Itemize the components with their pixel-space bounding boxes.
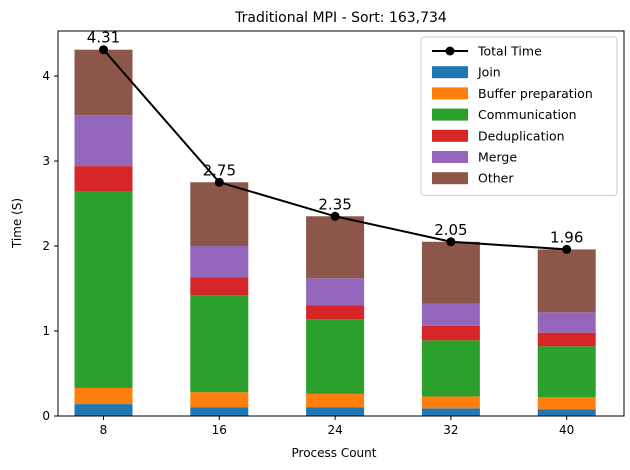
bar-segment-deduplication — [537, 332, 596, 347]
legend-label: Deduplication — [478, 128, 565, 143]
bar-segment-deduplication — [421, 325, 480, 341]
bar-segment-buffer-preparation — [190, 392, 249, 408]
y-axis-label: Time (S) — [10, 198, 24, 249]
plot-frame — [57, 30, 625, 417]
legend-label: Communication — [478, 107, 577, 122]
bar-segment-buffer-preparation — [537, 397, 596, 410]
bar-segment-deduplication — [74, 166, 133, 192]
bar-segment-communication — [74, 191, 133, 388]
x-axis-label: Process Count — [292, 446, 377, 460]
legend-label: Join — [477, 65, 501, 80]
total-time-point — [99, 45, 108, 55]
bar-segment-communication — [306, 319, 365, 394]
legend-label: Other — [478, 171, 514, 186]
legend: Total Time Join Buffer preparation Communic… — [420, 36, 618, 196]
bar-segment-deduplication — [190, 277, 249, 296]
bar-segment-deduplication — [306, 305, 365, 320]
bar-segment-join — [421, 408, 480, 416]
x-tick-label: 8 — [100, 423, 108, 437]
bar-segment-other — [421, 241, 480, 304]
bar-segment-join — [537, 409, 596, 416]
chart-title: Traditional MPI - Sort: 163,734 — [234, 10, 447, 26]
legend-box — [420, 36, 618, 196]
total-time-point — [330, 211, 340, 221]
bar-segment-join — [74, 404, 133, 416]
total-time-point — [446, 237, 456, 247]
total-time-data-label: 2.35 — [318, 195, 351, 213]
bar-segment-communication — [190, 295, 249, 393]
bar-segment-communication — [421, 340, 480, 397]
y-tick-label: 4 — [42, 69, 50, 83]
y-tick-label: 0 — [42, 409, 50, 423]
bar-segment-merge — [74, 115, 133, 167]
total-time-data-label: 1.96 — [550, 228, 583, 246]
bar-segment-join — [190, 407, 249, 416]
x-tick-label: 40 — [559, 423, 574, 437]
bar-segment-buffer-preparation — [74, 387, 133, 405]
y-axis: 0 1 2 3 4 — [42, 69, 58, 423]
y-tick-label: 3 — [42, 154, 50, 168]
legend-swatch — [432, 172, 468, 185]
legend-swatch — [432, 87, 468, 100]
legend-swatch — [432, 108, 468, 121]
legend-marker-swatch — [445, 46, 455, 56]
bar-segment-communication — [537, 346, 596, 398]
bar-segment-other — [190, 182, 249, 247]
legend-label: Buffer preparation — [478, 86, 593, 101]
bar-segment-other — [306, 216, 365, 279]
legend-swatch — [432, 129, 468, 142]
x-tick-label: 24 — [327, 423, 342, 437]
total-time-point — [562, 244, 572, 254]
plot-area: 4.31 2.75 2.35 2.05 1.96 — [74, 29, 596, 416]
total-time-data-label: 2.75 — [203, 161, 236, 179]
bar-segment-merge — [537, 312, 596, 333]
y-tick-label: 1 — [42, 324, 50, 338]
bar-segment-join — [306, 407, 365, 416]
bar-segment-other — [74, 49, 133, 116]
total-time-point — [214, 177, 224, 187]
x-axis: 8 16 24 32 40 — [100, 416, 574, 437]
bar-segment-merge — [421, 303, 480, 326]
legend-swatch — [432, 151, 468, 163]
x-tick-label: 16 — [212, 423, 227, 437]
y-tick-label: 2 — [42, 239, 50, 253]
bar-segment-merge — [190, 246, 249, 278]
total-time-data-label: 4.31 — [87, 29, 120, 47]
bar-segment-merge — [306, 278, 365, 306]
x-tick-label: 32 — [443, 423, 458, 437]
legend-label: Merge — [478, 150, 517, 165]
legend-label-total-time: Total Time — [477, 44, 542, 59]
bar-segment-buffer-preparation — [421, 396, 480, 409]
total-time-data-label: 2.05 — [434, 221, 467, 239]
legend-swatch — [432, 66, 468, 79]
bar-segment-buffer-preparation — [306, 393, 365, 408]
bar-segment-other — [537, 249, 596, 313]
